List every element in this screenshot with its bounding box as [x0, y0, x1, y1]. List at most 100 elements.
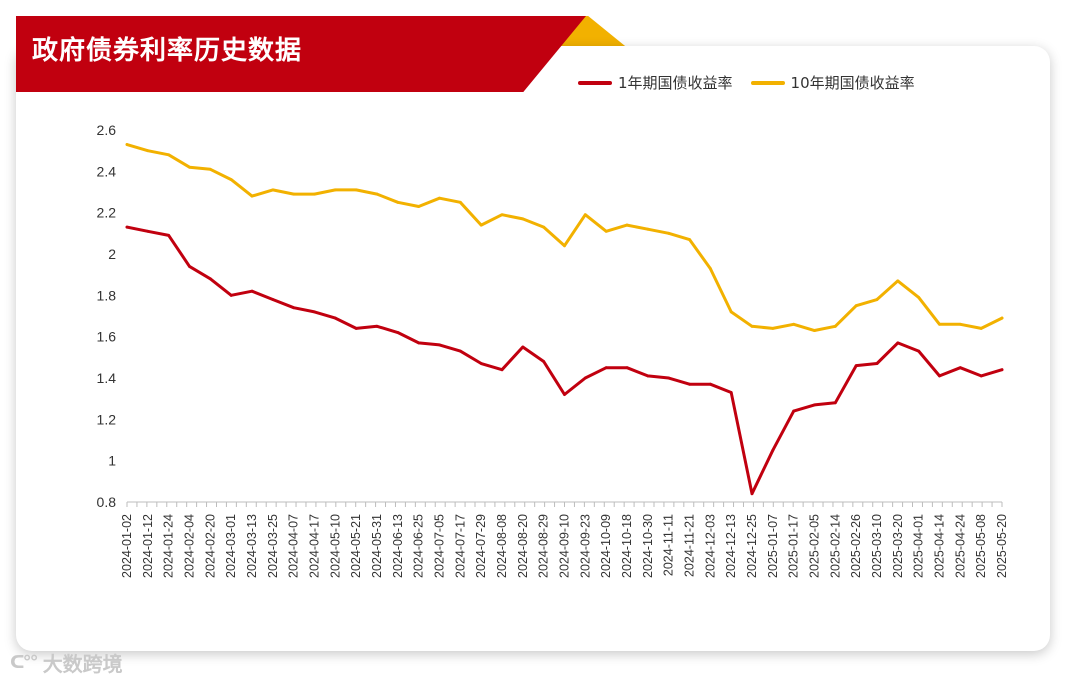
x-tick-label: 2024-03-01 [224, 514, 238, 578]
data-point-1y [521, 345, 525, 349]
data-point-1y [208, 277, 212, 281]
data-point-10y [896, 279, 900, 283]
data-point-10y [417, 205, 421, 208]
x-tick-label: 2024-10-18 [620, 514, 634, 578]
y-tick-label: 0.8 [97, 494, 117, 510]
data-point-1y [396, 331, 400, 334]
data-point-10y [396, 200, 400, 204]
data-point-1y [188, 265, 191, 268]
data-point-10y [167, 153, 171, 157]
data-point-1y [938, 374, 941, 378]
data-point-1y [917, 349, 921, 353]
legend-swatch-1y [578, 80, 612, 85]
data-point-1y [354, 327, 358, 330]
y-tick-label: 2.6 [97, 122, 117, 138]
data-point-10y [354, 188, 358, 192]
data-point-1y [688, 382, 691, 386]
data-point-1y [542, 360, 546, 363]
data-point-1y [833, 401, 837, 405]
data-point-10y [500, 213, 504, 217]
x-tick-label: 2024-12-13 [724, 514, 738, 578]
watermark: ᑕ°° 大数跨境 [10, 648, 123, 677]
data-point-1y [979, 374, 983, 378]
data-point-10y [958, 322, 962, 326]
x-tick-label: 2025-05-20 [995, 514, 1009, 578]
y-tick-label: 2.4 [97, 163, 117, 179]
data-point-1y [958, 366, 962, 370]
data-point-1y [667, 376, 671, 380]
data-point-10y [750, 324, 754, 328]
data-point-10y [604, 229, 608, 233]
x-tick-label: 2025-03-20 [891, 514, 905, 578]
data-point-10y [875, 298, 879, 301]
x-tick-label: 2024-11-11 [662, 514, 676, 576]
title-banner [16, 16, 586, 92]
data-point-1y [333, 316, 337, 320]
chart-card [16, 46, 1050, 651]
watermark-text: 大数跨境 [42, 652, 123, 676]
chart-series [125, 143, 1004, 496]
data-point-1y [292, 306, 296, 310]
x-tick-label: 2024-05-10 [328, 514, 342, 578]
legend-label-10y: 10年期国债收益率 [790, 74, 915, 92]
data-point-10y [542, 225, 546, 229]
data-point-1y [792, 409, 796, 413]
data-point-10y [188, 165, 191, 169]
data-point-1y [313, 310, 316, 314]
x-tick-label: 2024-08-29 [537, 514, 551, 578]
x-tick-label: 2024-01-24 [162, 514, 176, 578]
x-tick-label: 2024-03-25 [266, 514, 280, 578]
x-tick-label: 2024-04-07 [287, 514, 301, 578]
data-point-10y [458, 200, 462, 204]
data-point-10y [292, 192, 296, 196]
legend-item-1y[interactable]: 1年期国债收益率 [578, 72, 733, 93]
x-tick-label: 2025-05-08 [974, 514, 988, 578]
x-tick-label: 2025-01-17 [787, 514, 801, 578]
data-point-1y [375, 324, 379, 328]
data-point-1y [750, 492, 754, 496]
data-point-10y [583, 213, 587, 217]
x-tick-label: 2024-10-30 [641, 514, 655, 578]
legend-item-10y[interactable]: 10年期国债收益率 [750, 72, 915, 93]
x-tick-label: 2024-08-08 [495, 514, 509, 578]
x-tick-label: 2024-10-09 [599, 514, 613, 578]
x-tick-label: 2024-03-13 [245, 514, 259, 578]
x-tick-label: 2024-12-25 [745, 514, 759, 578]
data-point-10y [646, 227, 650, 231]
x-tick-label: 2024-07-17 [453, 514, 467, 578]
series-line-10y [125, 143, 1004, 332]
data-point-10y [521, 217, 525, 221]
data-point-1y [625, 366, 629, 370]
data-point-10y [146, 149, 150, 153]
y-tick-label: 1.6 [97, 329, 117, 345]
data-point-1y [458, 349, 462, 353]
y-tick-label: 1.4 [97, 370, 117, 386]
data-point-10y [563, 244, 566, 248]
data-point-10y [313, 192, 316, 196]
data-point-10y [833, 324, 837, 328]
legend-label-1y: 1年期国债收益率 [618, 74, 733, 92]
logo-mark-icon: ᑕ°° [10, 652, 39, 673]
data-point-10y [1000, 316, 1004, 320]
chart-title: 政府债券利率历史数据 [32, 36, 303, 66]
data-point-10y [479, 223, 483, 227]
data-point-10y [854, 304, 858, 308]
data-point-1y [500, 368, 504, 372]
data-point-10y [208, 167, 212, 171]
data-point-10y [271, 188, 275, 192]
data-point-10y [813, 329, 816, 332]
data-point-1y [854, 364, 858, 367]
x-tick-label: 2024-05-31 [370, 514, 384, 578]
data-point-1y [146, 229, 150, 233]
data-point-10y [625, 223, 629, 227]
data-point-10y [979, 327, 983, 330]
x-tick-label: 2024-07-05 [433, 514, 447, 578]
data-point-1y [604, 366, 608, 370]
data-point-1y [875, 362, 879, 365]
data-point-10y [708, 267, 712, 270]
x-tick-label: 2024-01-12 [141, 514, 155, 578]
x-tick-label: 2024-12-03 [703, 514, 717, 578]
data-point-10y [938, 322, 941, 326]
data-point-1y [229, 293, 233, 297]
x-tick-label: 2024-02-20 [203, 514, 217, 578]
